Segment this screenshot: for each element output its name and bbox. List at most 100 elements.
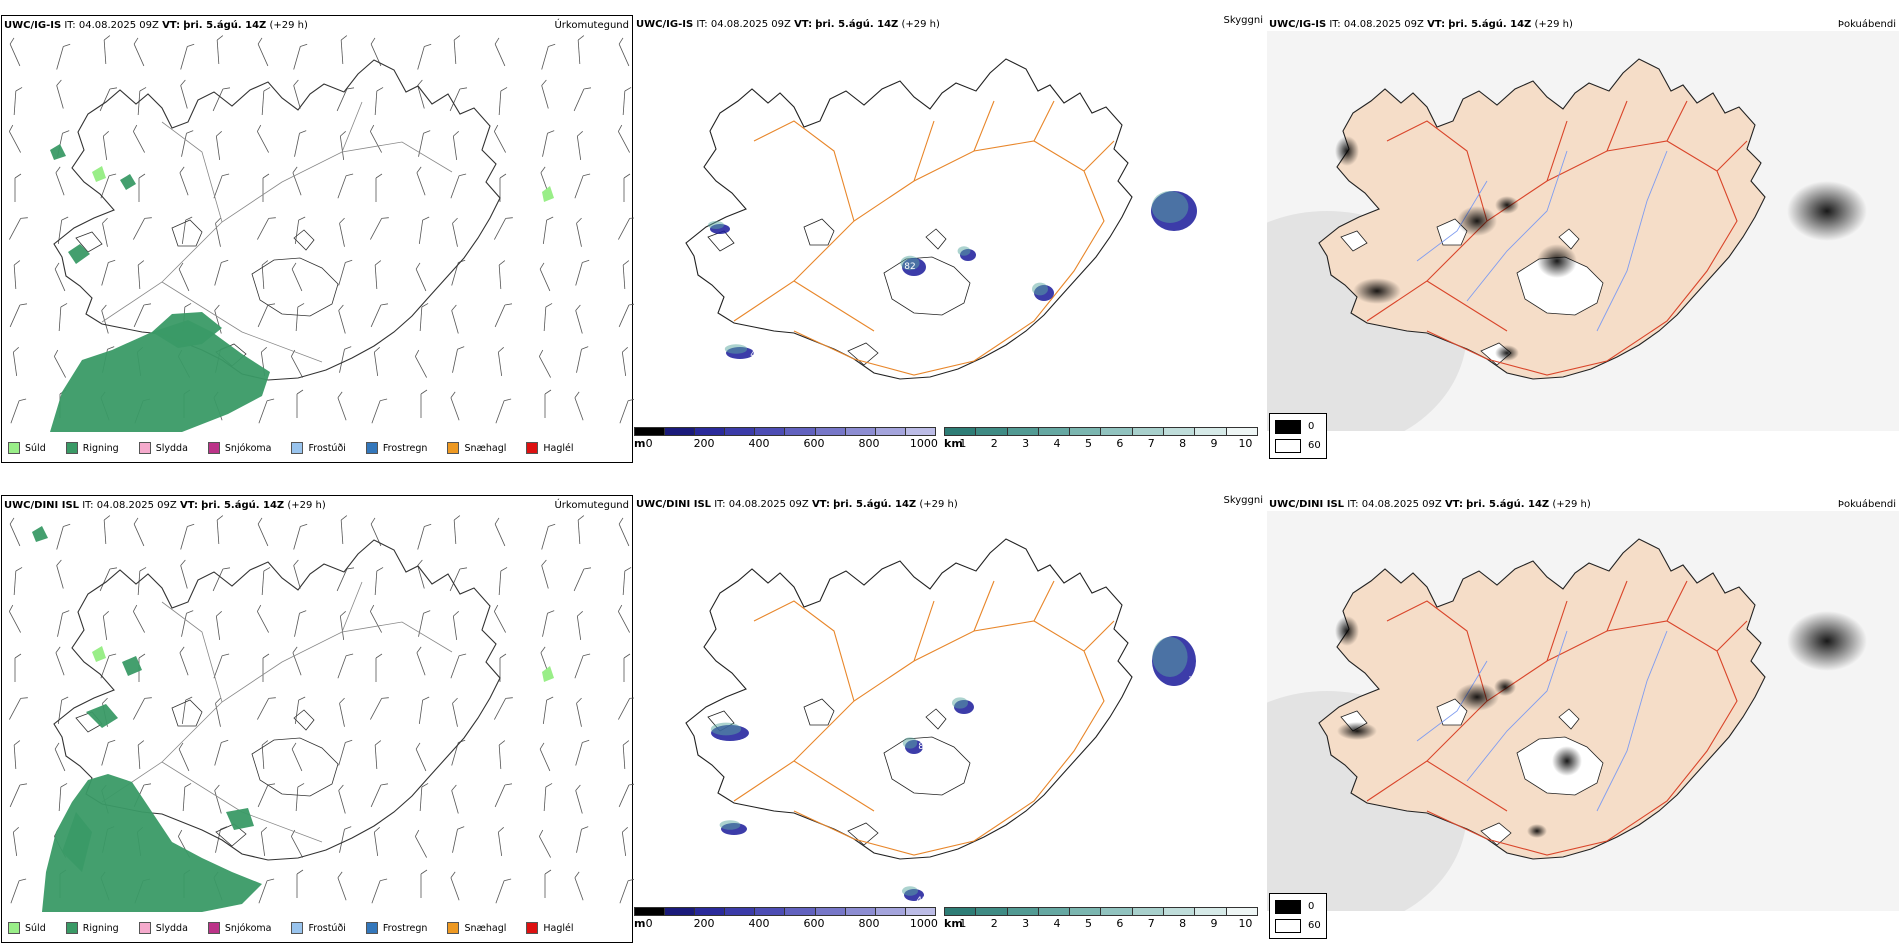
legend-swatch <box>207 922 220 934</box>
legend-label: Snjókoma <box>224 922 272 934</box>
precip-legend-item: Frostúði <box>291 922 346 934</box>
visibility-value-label: 73 <box>1188 676 1199 686</box>
colorbar-tick: 800 <box>858 437 880 450</box>
precip-legend: Súld Rigning Slydda Snjókoma Frostúði Frostre… <box>2 434 634 462</box>
legend-label: Súld <box>25 442 46 454</box>
legend-label: Haglél <box>543 442 574 454</box>
panel-title: Þokuábendi <box>1837 499 1896 510</box>
precip-type-panel-top: UWC/IG-IS IT: 04.08.2025 09Z VT: þri. 5.… <box>1 15 634 463</box>
precip-legend-item: Frostregn <box>365 922 428 934</box>
panel-title: Úrkomutegund <box>554 20 629 31</box>
visibility-value-label: 14 <box>1052 276 1064 286</box>
visibility-value-label: 47 <box>760 824 771 834</box>
colorbar-tick: 8 <box>1179 437 1187 450</box>
colorbar-segment <box>1101 428 1133 435</box>
visibility-value-label: 69 <box>1204 233 1216 243</box>
colorbar-tick: 400 <box>748 437 770 450</box>
legend-label: Slydda <box>155 442 188 454</box>
colorbar-segment <box>1101 908 1133 915</box>
colorbar-tick: 10 <box>1238 917 1253 930</box>
precip-legend-item: Rigning <box>65 442 119 454</box>
fog-legend-min: 0 <box>1308 901 1315 912</box>
legend-swatch <box>526 442 539 454</box>
colorbar-segment <box>845 908 876 915</box>
visibility-value-label: 11 <box>1054 304 1065 314</box>
visibility-value-label: 47 <box>750 350 761 360</box>
legend-swatch <box>526 922 539 934</box>
precip-type-panel-bottom: UWC/DINI ISL IT: 04.08.2025 09Z VT: þri.… <box>1 495 634 943</box>
panel-header: UWC/IG-IS IT: 04.08.2025 09Z VT: þri. 5.… <box>1269 19 1573 30</box>
visibility-value-label: 17 <box>944 710 955 720</box>
precip-legend-item: Rigning <box>65 922 119 934</box>
legend-label: Haglél <box>543 922 574 934</box>
fog-map <box>1267 511 1899 911</box>
fog-panel-bottom: UWC/DINI ISL IT: 04.08.2025 09Z VT: þri.… <box>1267 495 1899 943</box>
legend-swatch <box>365 442 378 454</box>
colorbar-segment <box>875 908 906 915</box>
panel-header: UWC/DINI ISL IT: 04.08.2025 09Z VT: þri.… <box>636 499 958 510</box>
visibility-value-label: 37 <box>698 728 709 738</box>
legend-swatch <box>447 442 460 454</box>
colorbar-segment <box>1226 428 1257 435</box>
panel-header: UWC/IG-IS IT: 04.08.2025 09Z VT: þri. 5.… <box>636 19 940 30</box>
legend-swatch <box>207 442 220 454</box>
ceiling-colorbar: m 0 200 400 600 800 1000 <box>634 907 938 939</box>
legend-label: Snæhagl <box>464 922 507 934</box>
fog-legend-max: 60 <box>1308 920 1321 931</box>
legend-label: Frostúði <box>308 922 346 934</box>
colorbar-unit: m <box>634 917 646 930</box>
legend-label: Frostregn <box>382 442 428 454</box>
colorbar-tick: 6 <box>1116 437 1124 450</box>
fog-legend-min-swatch <box>1275 900 1301 914</box>
colorbar-tick: 4 <box>1053 437 1061 450</box>
colorbar-segment <box>875 428 906 435</box>
fog-legend: 0 60 <box>1269 413 1327 459</box>
panel-title: Úrkomutegund <box>554 500 629 511</box>
colorbar-segment <box>1007 908 1039 915</box>
colorbar-segment <box>665 428 696 435</box>
visibility-panel-bottom: UWC/DINI ISL IT: 04.08.2025 09Z VT: þri.… <box>634 495 1266 943</box>
legend-label: Frostregn <box>382 922 428 934</box>
colorbar-segment <box>976 908 1008 915</box>
colorbar-segment <box>905 428 935 435</box>
colorbar-segment <box>665 908 696 915</box>
legend-swatch <box>291 922 304 934</box>
colorbar-segment <box>725 908 756 915</box>
legend-swatch <box>8 442 20 454</box>
precip-legend-item: Slydda <box>138 922 188 934</box>
legend-swatch <box>447 922 460 934</box>
colorbar-unit: km <box>944 917 963 930</box>
visibility-value-label: 76 <box>1212 206 1224 216</box>
visibility-colorbar: km 1 2 3 4 5 6 7 8 9 10 <box>944 427 1258 459</box>
colorbar-tick: 1 <box>959 437 967 450</box>
colorbar-tick: 4 <box>1053 917 1061 930</box>
colorbar-segment <box>1195 908 1227 915</box>
colorbar-tick: 7 <box>1147 437 1155 450</box>
ceiling-colorbar: m 0 200 400 600 800 1000 <box>634 427 938 459</box>
fog-map <box>1267 31 1899 431</box>
colorbar-tick: 2 <box>990 917 998 930</box>
fog-legend-min: 0 <box>1308 421 1315 432</box>
colorbar-tick: 3 <box>1022 437 1030 450</box>
colorbar-unit: m <box>634 437 646 450</box>
visibility-value-label: 42 <box>916 896 927 906</box>
visibility-value-label: 82 <box>904 262 915 272</box>
colorbar-segment <box>1132 428 1165 435</box>
colorbar-segment <box>1195 428 1227 435</box>
legend-swatch <box>65 442 78 454</box>
colorbar-segment <box>1164 428 1196 435</box>
colorbar-segment <box>1226 908 1257 915</box>
colorbar-segment <box>1070 428 1102 435</box>
legend-swatch <box>65 922 78 934</box>
panel-header: UWC/DINI ISL IT: 04.08.2025 09Z VT: þri.… <box>4 500 326 511</box>
colorbar-tick: 200 <box>693 437 715 450</box>
precip-map <box>9 515 634 912</box>
precip-legend-item: Frostúði <box>291 442 346 454</box>
colorbar-segment <box>785 428 816 435</box>
visibility-value-label: 88 <box>1224 648 1236 658</box>
fog-legend-max-swatch <box>1275 919 1301 933</box>
colorbar-tick: 6 <box>1116 917 1124 930</box>
precip-legend-item: Súld <box>8 922 46 934</box>
colorbar-segment <box>785 908 816 915</box>
visibility-panel-top: UWC/IG-IS IT: 04.08.2025 09Z VT: þri. 5.… <box>634 15 1266 463</box>
